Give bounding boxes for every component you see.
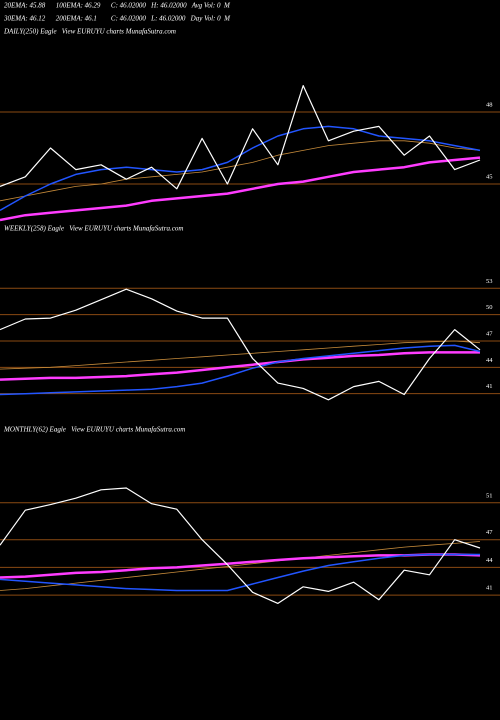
- price-line: [0, 344, 481, 396]
- price-line: [0, 340, 481, 370]
- y-tick-label: 47: [486, 529, 493, 536]
- y-tick-label: 44: [486, 557, 493, 564]
- header-line: 20EMA: 45.88 100EMA: 46.29 C: 46.02000 H…: [4, 2, 231, 10]
- y-tick-label: 41: [486, 585, 493, 592]
- y-tick-label: 41: [486, 383, 493, 390]
- price-line: [0, 140, 481, 202]
- y-tick-label: 51: [486, 492, 493, 499]
- y-tick-label: 47: [486, 330, 493, 337]
- header-line: 30EMA: 46.12 200EMA: 46.1 C: 46.02000 L:…: [3, 15, 231, 23]
- price-line: [0, 85, 481, 190]
- y-tick-label: 50: [486, 304, 493, 311]
- y-tick-label: 48: [486, 101, 493, 108]
- price-line: [0, 351, 480, 381]
- price-line: [0, 288, 481, 401]
- panel-title: DAILY(250) Eagle View EURUYU charts Muna…: [3, 28, 176, 36]
- price-line: [0, 487, 481, 604]
- y-tick-label: 53: [486, 278, 493, 285]
- price-line: [0, 541, 481, 591]
- y-tick-label: 44: [486, 357, 493, 364]
- y-tick-label: 45: [486, 173, 493, 180]
- price-line: [0, 553, 480, 592]
- panel-title: WEEKLY(258) Eagle View EURUYU charts Mun…: [4, 225, 183, 233]
- price-line: [0, 156, 481, 222]
- panel-title: MONTHLY(62) Eagle View EURUYU charts Mun…: [3, 426, 185, 434]
